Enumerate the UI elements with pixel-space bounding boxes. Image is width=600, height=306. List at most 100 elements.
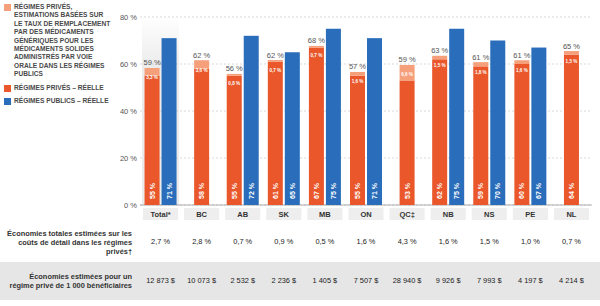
legend-label: RÉGIMES PRIVÉS – RÉELLE xyxy=(14,84,104,92)
table-cell: 4 197 $ xyxy=(508,276,552,285)
bar xyxy=(268,60,283,62)
x-tick-label: NS xyxy=(484,210,494,219)
category-box xyxy=(184,208,219,220)
bar xyxy=(514,60,529,64)
bar xyxy=(268,62,283,205)
grid-line xyxy=(140,17,592,18)
table-cell: 1 405 $ xyxy=(303,276,347,285)
table-cell: 4,3 % xyxy=(385,237,429,246)
segment-value-label: 1,6 % xyxy=(516,68,528,73)
category-box xyxy=(554,208,589,220)
legend-label: RÉGIMES PUBLICS – RÉELLE xyxy=(14,97,109,105)
legend-item: RÉGIMES PRIVÉS – RÉELLE xyxy=(4,84,112,92)
bar xyxy=(162,38,177,205)
bar xyxy=(145,76,160,205)
total-label: 61 % xyxy=(472,53,489,62)
table-cell: 2 532 $ xyxy=(221,276,265,285)
table-cell: 7 507 $ xyxy=(344,276,388,285)
total-label: 62 % xyxy=(193,51,210,60)
category-box xyxy=(390,208,425,220)
table-cell: 4 214 $ xyxy=(549,276,593,285)
bar xyxy=(309,48,324,205)
bar xyxy=(194,69,209,205)
table-cell: 0,5 % xyxy=(303,237,347,246)
bar-value-label: 70 % xyxy=(494,182,501,199)
y-tick-label: 0 % xyxy=(124,201,137,210)
table-cell: 9 926 $ xyxy=(426,276,470,285)
segment-value-label: 1,5 % xyxy=(434,63,446,68)
bar xyxy=(564,51,579,55)
total-label: 59 % xyxy=(143,58,160,67)
legend-label: RÉGIMES PRIVÉS, ESTIMATIONS BASÉES SUR L… xyxy=(14,3,112,79)
bar-value-label: 71 % xyxy=(371,182,378,199)
segment-value-label: 1,6 % xyxy=(352,79,364,84)
bar-value-label: 62 % xyxy=(436,182,443,199)
segment-value-label: 0,8 % xyxy=(228,81,240,86)
table-cell: 0,7 % xyxy=(549,237,593,246)
x-tick-label: QC‡ xyxy=(399,210,414,219)
total-label: 62 % xyxy=(267,51,284,60)
category-box xyxy=(472,208,507,220)
bar xyxy=(285,52,300,205)
total-label: 65 % xyxy=(563,42,580,51)
y-tick-label: 20 % xyxy=(120,154,137,163)
x-tick-label: PE xyxy=(525,210,535,219)
x-tick-label: BC xyxy=(196,210,207,219)
data-labels: 55 %3,3 %59 %71 %58 %3,6 %62 %55 %0,8 %5… xyxy=(143,36,580,199)
bar xyxy=(473,62,488,66)
total-label: 59 % xyxy=(399,55,416,64)
bar xyxy=(490,41,505,206)
table-row-bg xyxy=(0,262,600,300)
table-cell: 2,7 % xyxy=(139,237,183,246)
x-tick-label: SK xyxy=(279,210,290,219)
table-cell: 12 873 $ xyxy=(139,276,183,285)
bar-value-label: 71 % xyxy=(166,182,173,199)
x-tick-label: ON xyxy=(360,210,371,219)
bar-value-label: 59 % xyxy=(477,182,484,199)
bars xyxy=(145,29,579,205)
segment-value-label: 1,5 % xyxy=(566,59,578,64)
bar-value-label: 58 % xyxy=(198,182,205,199)
bar xyxy=(227,74,242,76)
bar-value-label: 65 % xyxy=(289,182,296,199)
table-cell: 2 236 $ xyxy=(262,276,306,285)
chart: 0 %20 %40 %60 %80 %55 %3,3 %59 %71 %58 %… xyxy=(0,0,600,306)
category-box xyxy=(266,208,301,220)
bar-value-label: 60 % xyxy=(518,182,525,199)
total-label: 61 % xyxy=(513,51,530,60)
y-tick-label: 40 % xyxy=(120,107,137,116)
bar xyxy=(564,55,579,205)
legend: RÉGIMES PRIVÉS, ESTIMATIONS BASÉES SUR L… xyxy=(4,3,112,105)
total-label: 68 % xyxy=(308,36,325,45)
category-box xyxy=(225,208,260,220)
bar xyxy=(326,29,341,205)
bar-value-label: 53 % xyxy=(404,182,411,199)
segment-value-label: 0,7 % xyxy=(269,68,281,73)
x-tick-label: AB xyxy=(237,210,248,219)
bar xyxy=(350,76,365,205)
bar xyxy=(400,80,415,205)
bar-value-label: 67 % xyxy=(313,182,320,199)
bar xyxy=(432,59,447,205)
category-box xyxy=(348,208,383,220)
table-cell: 7 993 $ xyxy=(467,276,511,285)
bar-value-label: 75 % xyxy=(330,182,337,199)
legend-item: RÉGIMES PUBLICS – RÉELLE xyxy=(4,97,112,105)
y-tick-label: 60 % xyxy=(120,60,137,69)
bar xyxy=(350,72,365,76)
bar xyxy=(449,29,464,205)
legend-item: RÉGIMES PRIVÉS, ESTIMATIONS BASÉES SUR L… xyxy=(4,3,112,79)
category-box xyxy=(307,208,342,220)
table-cell: 1,6 % xyxy=(426,237,470,246)
table-cell: 2,8 % xyxy=(180,237,224,246)
table-row-label: Économies totales estimées sur les coûts… xyxy=(4,229,132,256)
y-tick-label: 80 % xyxy=(120,13,137,22)
x-tick-label: Total* xyxy=(150,210,170,219)
x-tick-label: NB xyxy=(443,210,454,219)
category-box xyxy=(431,208,466,220)
bar xyxy=(227,76,242,205)
bar xyxy=(309,46,324,48)
legend-swatch xyxy=(4,98,11,105)
segment-value-label: 3,3 % xyxy=(146,75,158,80)
bar xyxy=(473,66,488,205)
